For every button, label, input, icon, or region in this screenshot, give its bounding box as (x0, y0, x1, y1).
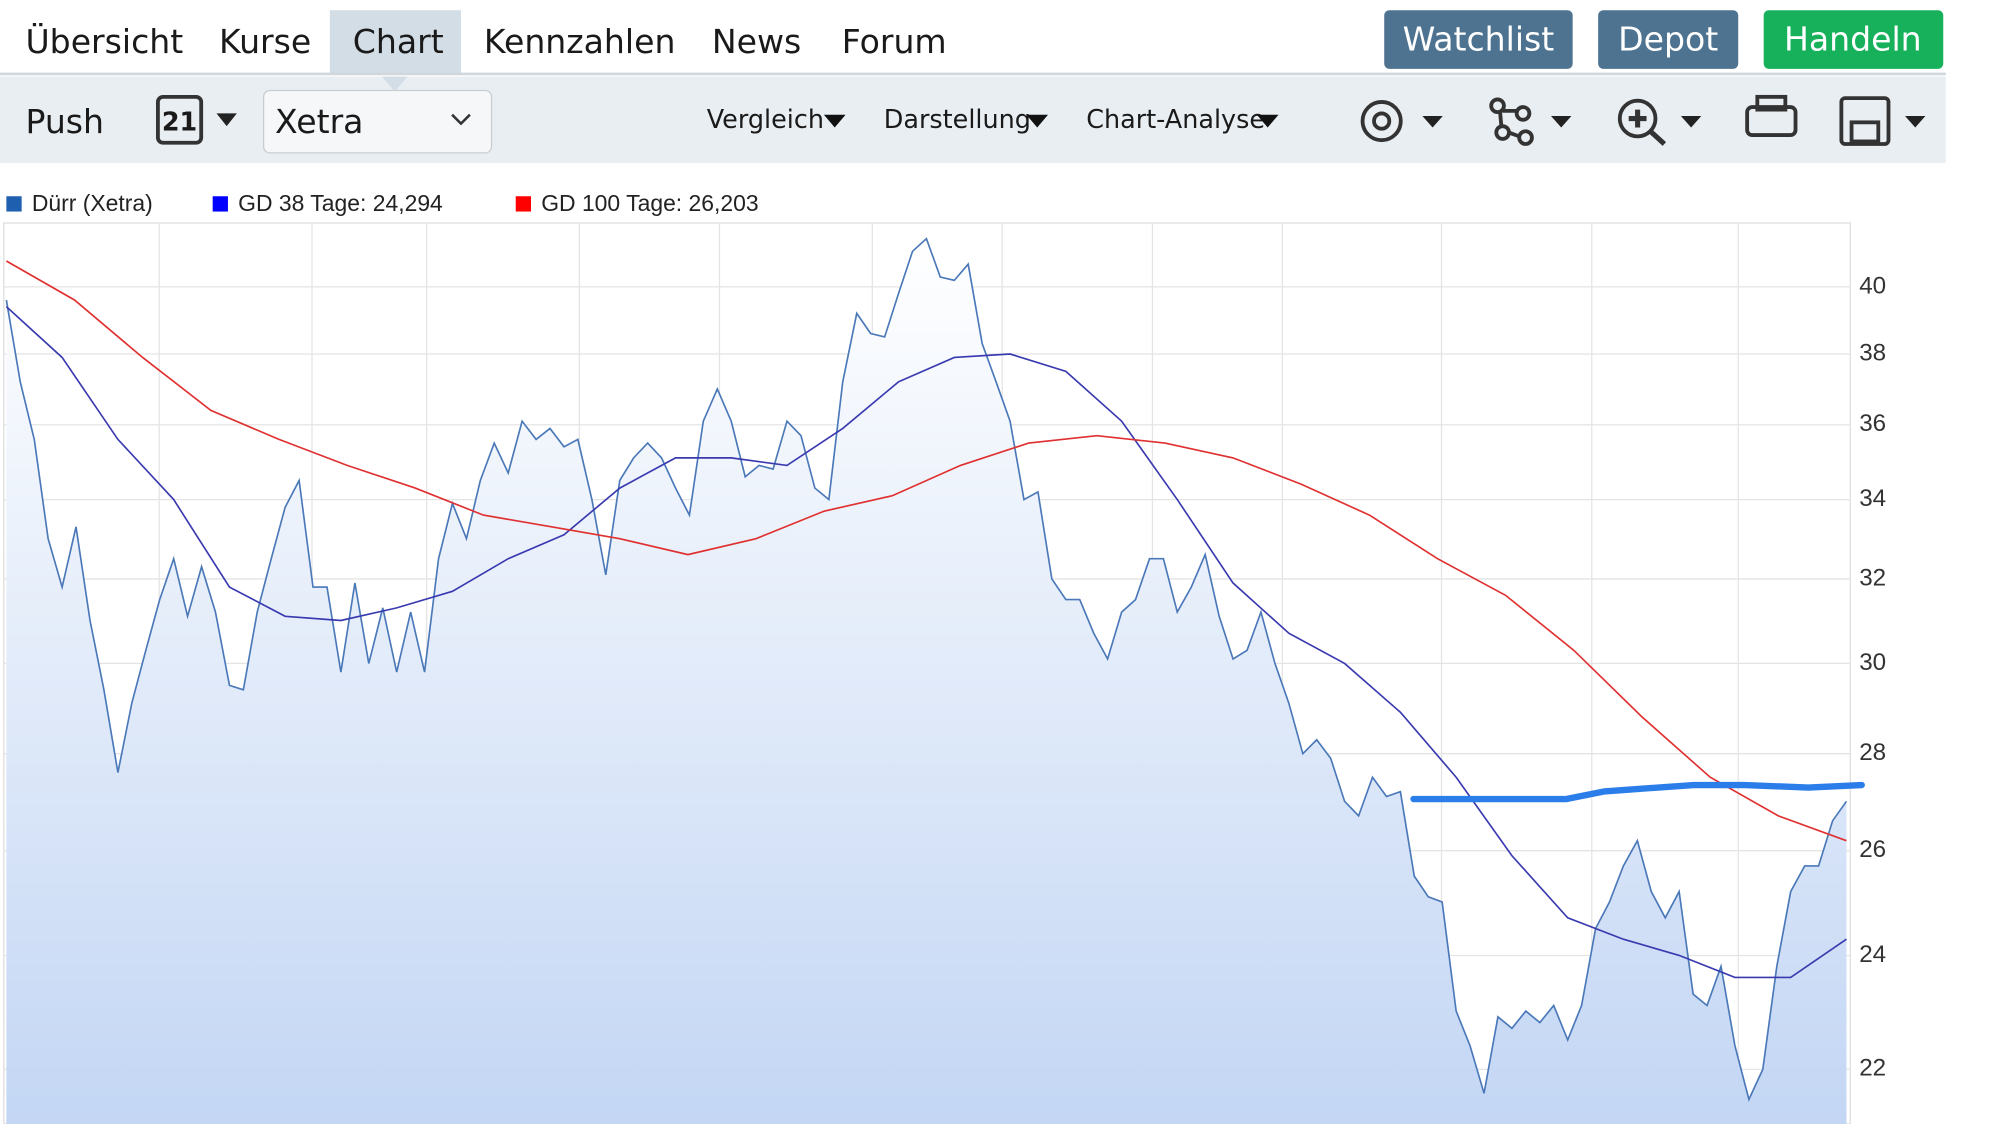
nav-tab[interactable]: Chart (353, 22, 444, 61)
watchlist-button[interactable] (1384, 10, 1573, 69)
nav-tab[interactable]: Übersicht (25, 21, 183, 61)
zoom-icon[interactable] (1617, 98, 1658, 139)
calendar-day: 21 (162, 108, 197, 138)
save-icon-detail (1849, 120, 1881, 144)
menu-label[interactable]: Darstellung (884, 105, 1031, 135)
series-line (5, 260, 1847, 842)
legend-swatch (212, 196, 228, 212)
y-tick-label: 32 (1859, 564, 1886, 591)
series-line (5, 306, 1847, 979)
settings-icon-core (1372, 111, 1392, 131)
y-tick-label: 22 (1859, 1055, 1886, 1082)
dropdown-arrow[interactable] (1680, 115, 1702, 128)
dropdown-arrow[interactable] (1026, 114, 1049, 128)
y-tick-label: 40 (1859, 272, 1886, 299)
legend-label: Dürr (Xetra) (32, 190, 153, 216)
active-tab-bg (329, 10, 461, 74)
dropdown-arrow[interactable] (1551, 115, 1572, 128)
nav-tab[interactable]: Kurse (219, 22, 311, 61)
area-fill (6, 238, 1847, 1125)
save-icon[interactable] (1839, 96, 1891, 146)
zoom-icon-detail (1628, 109, 1667, 146)
depot-button[interactable] (1598, 10, 1739, 69)
nav-tab[interactable]: Forum (842, 22, 947, 61)
y-tick-label: 38 (1859, 339, 1886, 366)
select-chevron (451, 113, 471, 126)
indicator-icon[interactable] (1489, 97, 1534, 146)
dropdown-arrow[interactable] (1422, 115, 1443, 128)
y-tick-label: 34 (1859, 485, 1886, 512)
y-tick-label: 26 (1859, 836, 1886, 863)
y-tick-label: 28 (1859, 739, 1886, 766)
nav-tab[interactable]: News (712, 22, 801, 61)
y-tick-label: 30 (1859, 649, 1886, 676)
button-label[interactable]: Handeln (1784, 19, 1922, 58)
settings-icon[interactable] (1360, 100, 1403, 143)
dropdown-arrow[interactable] (216, 113, 237, 127)
print-icon-paper (1755, 94, 1788, 112)
tab-pointer (382, 76, 408, 92)
print-icon[interactable] (1745, 105, 1798, 137)
legend-label: GD 38 Tage: 24,294 (238, 190, 443, 216)
y-tick-label: 36 (1859, 410, 1886, 437)
series-line (5, 237, 1848, 1102)
y-tick-label: 24 (1859, 941, 1886, 968)
exchange-value: Xetra (275, 102, 363, 141)
nav-tab[interactable]: Kennzahlen (484, 22, 676, 61)
legend-swatch (515, 196, 532, 212)
button-label[interactable]: Watchlist (1403, 19, 1555, 58)
handeln-button[interactable] (1763, 10, 1944, 69)
calendar-icon[interactable] (155, 94, 204, 145)
drawn-trendline (1410, 781, 1865, 803)
menu-label[interactable]: Chart-Analyse (1086, 105, 1265, 135)
button-label[interactable]: Depot (1618, 19, 1718, 58)
legend-label: GD 100 Tage: 26,203 (541, 190, 758, 216)
dropdown-arrow[interactable] (1905, 115, 1926, 128)
exchange-select[interactable] (262, 89, 493, 154)
menu-label[interactable]: Vergleich (707, 105, 824, 135)
dropdown-arrow[interactable] (823, 114, 846, 128)
push-label[interactable]: Push (25, 102, 104, 141)
legend-swatch (6, 196, 22, 212)
dropdown-arrow[interactable] (1256, 114, 1279, 128)
